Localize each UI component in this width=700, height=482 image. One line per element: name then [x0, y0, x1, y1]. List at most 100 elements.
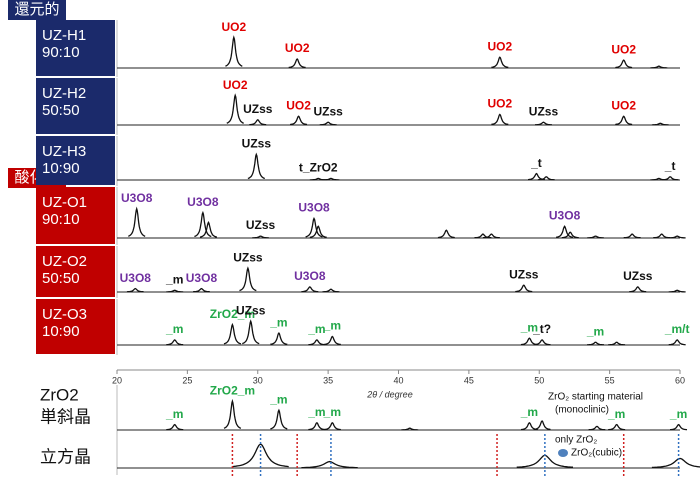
peak	[668, 339, 686, 346]
peak-label: _m	[269, 392, 287, 406]
peak	[537, 176, 555, 181]
x-tick-label: 50	[534, 375, 544, 385]
peak-label: _m	[323, 405, 341, 419]
sample-ratio: 90:10	[42, 44, 80, 61]
peak	[651, 122, 669, 126]
peak-label: UO2	[221, 20, 246, 34]
group-label: 還元的	[14, 1, 59, 18]
peak	[166, 423, 184, 431]
ref-name: 単斜晶	[40, 407, 91, 426]
legend-dot	[558, 449, 568, 457]
peak	[226, 93, 244, 124]
peak-label: _m	[520, 405, 538, 419]
peak	[661, 176, 679, 181]
peak-label: _m	[307, 405, 325, 419]
peak-label: _m	[586, 324, 604, 338]
peak	[322, 288, 340, 293]
ref-name: ZrO2	[40, 385, 79, 404]
peak	[668, 289, 686, 293]
peak	[270, 332, 288, 345]
peak	[252, 235, 269, 239]
peak	[401, 427, 419, 431]
peak-label: UZss	[529, 104, 559, 118]
peak	[199, 221, 218, 238]
peak	[491, 56, 509, 69]
peak	[668, 235, 686, 239]
peak	[225, 35, 243, 67]
peak-label: _t?	[532, 322, 551, 336]
peak	[323, 421, 341, 431]
peak	[322, 177, 340, 181]
x-tick-label: 40	[393, 375, 403, 385]
group-box	[8, 0, 66, 20]
sample-box	[36, 187, 115, 244]
sample-name: UZ-O1	[42, 194, 87, 211]
peak	[288, 58, 306, 69]
peak-label: _m	[520, 320, 538, 334]
peak	[588, 425, 606, 431]
peak-label: UZss	[236, 303, 266, 317]
peak-label: _m/t	[664, 322, 690, 336]
peak-label: _t	[664, 159, 676, 173]
ref-name: 立方晶	[40, 447, 91, 466]
peak-label: ZrO2_m	[210, 383, 255, 397]
peak	[239, 266, 257, 292]
sample-name: UZ-H3	[42, 143, 86, 160]
peak	[270, 408, 288, 430]
sample-name: UZ-O2	[42, 253, 87, 270]
peak	[166, 339, 184, 346]
peak	[194, 210, 212, 238]
peak	[223, 398, 242, 429]
peak	[623, 233, 641, 239]
sample-box	[36, 78, 115, 134]
peak-label: _m	[669, 407, 687, 421]
peak-label: U3O8	[120, 271, 152, 285]
peak	[651, 457, 700, 469]
x-axis-label: 2θ / degree	[366, 389, 412, 399]
peak	[323, 335, 341, 346]
peak-label: _t	[530, 156, 542, 170]
legend-text: only ZrO₂	[555, 435, 597, 446]
peak	[653, 233, 671, 239]
peak-label: UO2	[487, 39, 512, 53]
peak	[301, 460, 358, 469]
peak	[533, 420, 551, 431]
peak	[608, 341, 626, 346]
peak-label: U3O8	[298, 201, 330, 215]
peak-label: UZss	[233, 250, 263, 264]
peak	[608, 423, 626, 431]
peak	[533, 339, 551, 346]
x-tick-label: 55	[605, 375, 615, 385]
x-tick-label: 30	[253, 375, 263, 385]
peak	[242, 319, 260, 345]
peak-label: _m	[269, 315, 287, 329]
legend-text: ZrO₂(cubic)	[571, 448, 622, 459]
x-tick-label: 35	[323, 375, 333, 385]
peak	[650, 65, 668, 69]
peak	[669, 423, 688, 431]
peak-label: U3O8	[294, 269, 326, 283]
peak-label: UO2	[223, 78, 248, 92]
sample-ratio: 10:90	[42, 160, 80, 177]
peak	[615, 59, 633, 69]
peak-label: UO2	[611, 98, 636, 112]
peak	[629, 286, 647, 293]
peak	[166, 289, 184, 293]
sample-name: UZ-O3	[42, 306, 87, 323]
sample-name: UZ-H1	[42, 27, 86, 44]
legend-text: (monoclinic)	[555, 405, 609, 416]
peak	[555, 225, 574, 238]
peak	[247, 152, 266, 180]
sample-ratio: 50:50	[42, 270, 80, 287]
peak-label: U3O8	[187, 195, 219, 209]
peak-label: U3O8	[549, 208, 581, 222]
sample-box	[36, 246, 115, 297]
peak	[437, 229, 455, 239]
peak-label: UZss	[246, 218, 276, 232]
peak-label: _m	[165, 272, 183, 286]
peak	[193, 287, 210, 293]
peak-label: UZss	[243, 102, 273, 116]
peak-label: _m	[165, 322, 183, 336]
peak-label: UO2	[611, 42, 636, 56]
